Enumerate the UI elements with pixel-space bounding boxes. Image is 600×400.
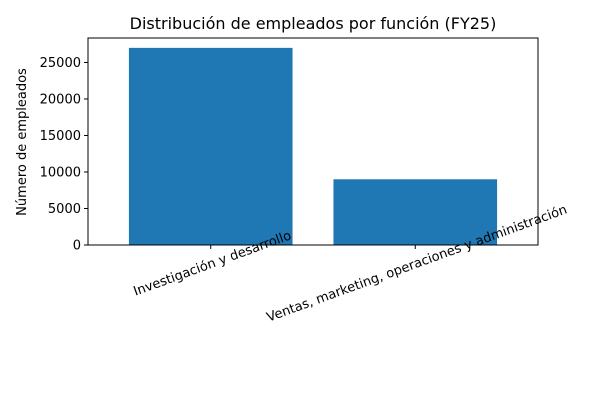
y-tick-label: 10000: [40, 165, 81, 180]
y-tick-label: 20000: [40, 92, 81, 107]
y-tick-label: 25000: [40, 56, 81, 71]
bar-1: [128, 47, 293, 245]
chart-title: Distribución de empleados por función (F…: [130, 14, 497, 33]
y-tick-label: 0: [73, 239, 81, 254]
y-tick-label: 15000: [40, 129, 81, 144]
plot-frame: [87, 37, 539, 246]
y-axis-label: Número de empleados: [15, 68, 30, 216]
y-tick-label: 5000: [48, 202, 81, 217]
bar-2: [333, 179, 498, 245]
